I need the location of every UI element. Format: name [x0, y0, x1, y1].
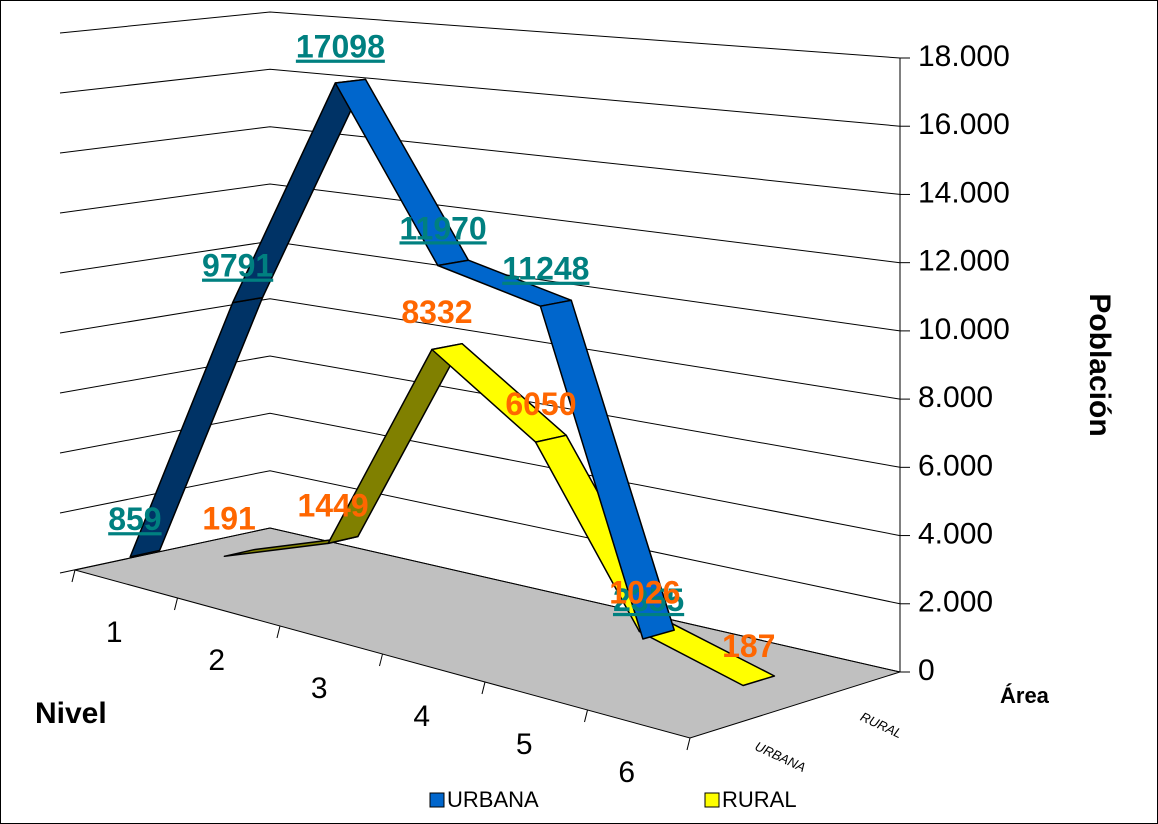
grid-line	[59, 68, 901, 127]
legend-swatch	[429, 792, 445, 808]
x-tick-label: 5	[516, 728, 533, 761]
y-tick-label: 18.000	[918, 40, 1010, 73]
y-tick-label: 0	[918, 654, 935, 687]
y-tick-label: 8.000	[918, 381, 993, 414]
x-tick	[584, 709, 588, 723]
data-label: 8332	[401, 294, 472, 330]
data-label: 9791	[202, 248, 273, 284]
grid-line	[59, 470, 901, 605]
y-tick-label: 6.000	[918, 449, 993, 482]
x-tick-label: 2	[208, 644, 225, 677]
grid-line	[59, 412, 901, 537]
legend-swatch	[704, 792, 720, 808]
data-label: 187	[722, 628, 775, 664]
data-label: 6050	[505, 386, 576, 422]
grid-line	[59, 11, 901, 59]
y-tick-label: 16.000	[918, 108, 1010, 141]
x-tick-label: 6	[618, 756, 635, 789]
x-axis-label: Nivel	[35, 697, 107, 730]
data-label: 859	[108, 501, 161, 537]
data-label: 11248	[502, 251, 589, 287]
y-tick-label: 12.000	[918, 245, 1010, 278]
z-axis-label: Área	[1000, 683, 1050, 708]
y-axis-label: Población	[1083, 293, 1116, 436]
data-label: 191	[202, 500, 255, 536]
legend-label: RURAL	[722, 787, 797, 812]
x-tick	[276, 625, 281, 639]
x-tick	[686, 737, 691, 751]
x-tick	[71, 569, 76, 583]
y-tick-label: 2.000	[918, 586, 993, 619]
data-label: 11970	[399, 210, 486, 246]
data-label: 17098	[296, 29, 385, 65]
y-tick-label: 10.000	[918, 313, 1010, 346]
x-tick-label: 1	[106, 616, 123, 649]
data-label: 1449	[297, 487, 368, 523]
legend-label: URBANA	[447, 787, 539, 812]
y-tick-label: 14.000	[918, 176, 1010, 209]
x-tick-label: 3	[311, 672, 328, 705]
grid-line	[59, 126, 901, 195]
x-tick	[481, 681, 486, 695]
y-tick-label: 4.000	[918, 517, 993, 550]
ribbon-segment	[539, 299, 675, 640]
grid-line	[59, 527, 901, 673]
grid-line	[59, 298, 901, 400]
grid-line	[59, 355, 901, 468]
data-label: 2355	[613, 582, 684, 618]
data-label: 1026	[609, 575, 680, 611]
x-tick	[174, 597, 178, 611]
x-tick-label: 4	[413, 700, 430, 733]
grid-line	[59, 183, 901, 264]
x-tick	[379, 653, 383, 667]
